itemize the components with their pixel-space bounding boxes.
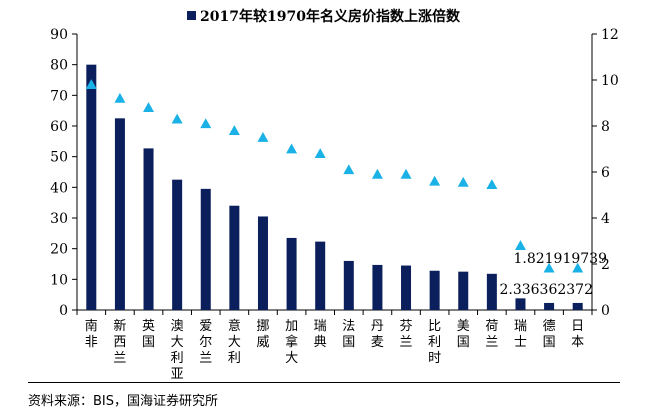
bar-13: [429, 270, 440, 310]
marker-15: [486, 179, 498, 190]
bar-17: [544, 302, 555, 310]
bar-5: [200, 188, 211, 310]
x-tick-label: 法国: [342, 319, 355, 350]
x-tick-label: 爱尔兰: [199, 319, 212, 366]
bar-8: [286, 237, 297, 310]
bar-2: [114, 118, 125, 310]
bar-12: [401, 265, 412, 310]
marker-12: [400, 168, 412, 179]
marker-16: [514, 240, 526, 250]
y-right-tick-label: 8: [601, 119, 610, 135]
marker-3: [143, 102, 155, 112]
annotation-japan: 1.821919739: [513, 251, 607, 267]
y-left-tick-label: 30: [50, 211, 68, 227]
y-right-tick-label: 0: [601, 303, 610, 319]
x-tick-label: 英国: [142, 319, 155, 350]
source-note: 资料来源：BIS，国海证券研究所: [28, 394, 219, 409]
x-tick-label: 加拿大: [285, 319, 298, 366]
marker-4: [171, 113, 183, 124]
x-tick-label: 日本: [571, 319, 584, 350]
y-left-tick-label: 90: [50, 27, 68, 43]
y-left-tick-label: 80: [50, 58, 68, 74]
marker-1: [85, 79, 97, 89]
marker-18: [572, 262, 584, 273]
bar-15: [486, 273, 497, 310]
bar-14: [458, 271, 469, 310]
y-left-tick-label: 40: [50, 180, 68, 196]
bar-7: [257, 216, 268, 310]
x-tick-label: 意大利: [228, 318, 241, 366]
bar-3: [143, 148, 154, 310]
bar-11: [372, 264, 383, 310]
x-tick-label: 新西兰: [113, 318, 126, 366]
x-tick-label: 丹麦: [371, 319, 384, 350]
chart-legend: 2017年较1970年名义房价指数上涨倍数: [0, 6, 647, 26]
x-tick-label: 美国: [457, 319, 470, 350]
y-right-tick-label: 4: [601, 211, 610, 227]
y-left-tick-label: 20: [50, 242, 68, 258]
bar-9: [315, 241, 326, 310]
bar-4: [172, 179, 183, 310]
y-right-tick-label: 10: [601, 73, 619, 89]
marker-10: [343, 164, 355, 175]
x-tick-label: 瑞士: [514, 319, 527, 350]
marker-5: [200, 118, 212, 129]
marker-7: [257, 132, 269, 142]
legend-swatch: [187, 11, 197, 20]
x-tick-label: 德国: [543, 319, 556, 350]
bar-18: [572, 302, 583, 310]
annotation-germany: 2.336362372: [499, 282, 593, 298]
bar-6: [229, 205, 240, 310]
x-tick-label: 荷兰: [485, 319, 498, 350]
marker-14: [457, 176, 469, 187]
x-tick-label: 澳大利亚: [171, 318, 184, 382]
x-tick-label: 南非: [85, 318, 98, 350]
y-right-tick-label: 6: [601, 165, 610, 181]
y-left-tick-label: 10: [50, 272, 68, 288]
marker-2: [114, 92, 126, 103]
marker-11: [371, 168, 383, 179]
bar-1: [86, 64, 97, 311]
x-tick-label: 瑞典: [314, 319, 327, 350]
marker-8: [286, 143, 298, 154]
y-right-tick-label: 2: [601, 257, 610, 273]
x-tick-label: 挪威: [256, 319, 269, 350]
y-left-tick-label: 70: [50, 88, 68, 104]
marker-17: [543, 262, 555, 273]
y-left-tick-label: 0: [59, 303, 68, 319]
legend-label: 2017年较1970年名义房价指数上涨倍数: [200, 9, 460, 25]
bar-10: [343, 260, 354, 310]
x-tick-label: 芬兰: [400, 319, 413, 350]
footer-divider: [28, 382, 620, 383]
marker-6: [228, 125, 240, 135]
bar-16: [515, 298, 526, 310]
y-left-tick-label: 50: [50, 150, 68, 166]
marker-9: [314, 148, 326, 158]
y-left-tick-label: 60: [50, 119, 68, 135]
y-right-tick-label: 12: [601, 27, 619, 43]
marker-13: [429, 175, 441, 186]
x-tick-label: 比利时: [428, 319, 441, 366]
